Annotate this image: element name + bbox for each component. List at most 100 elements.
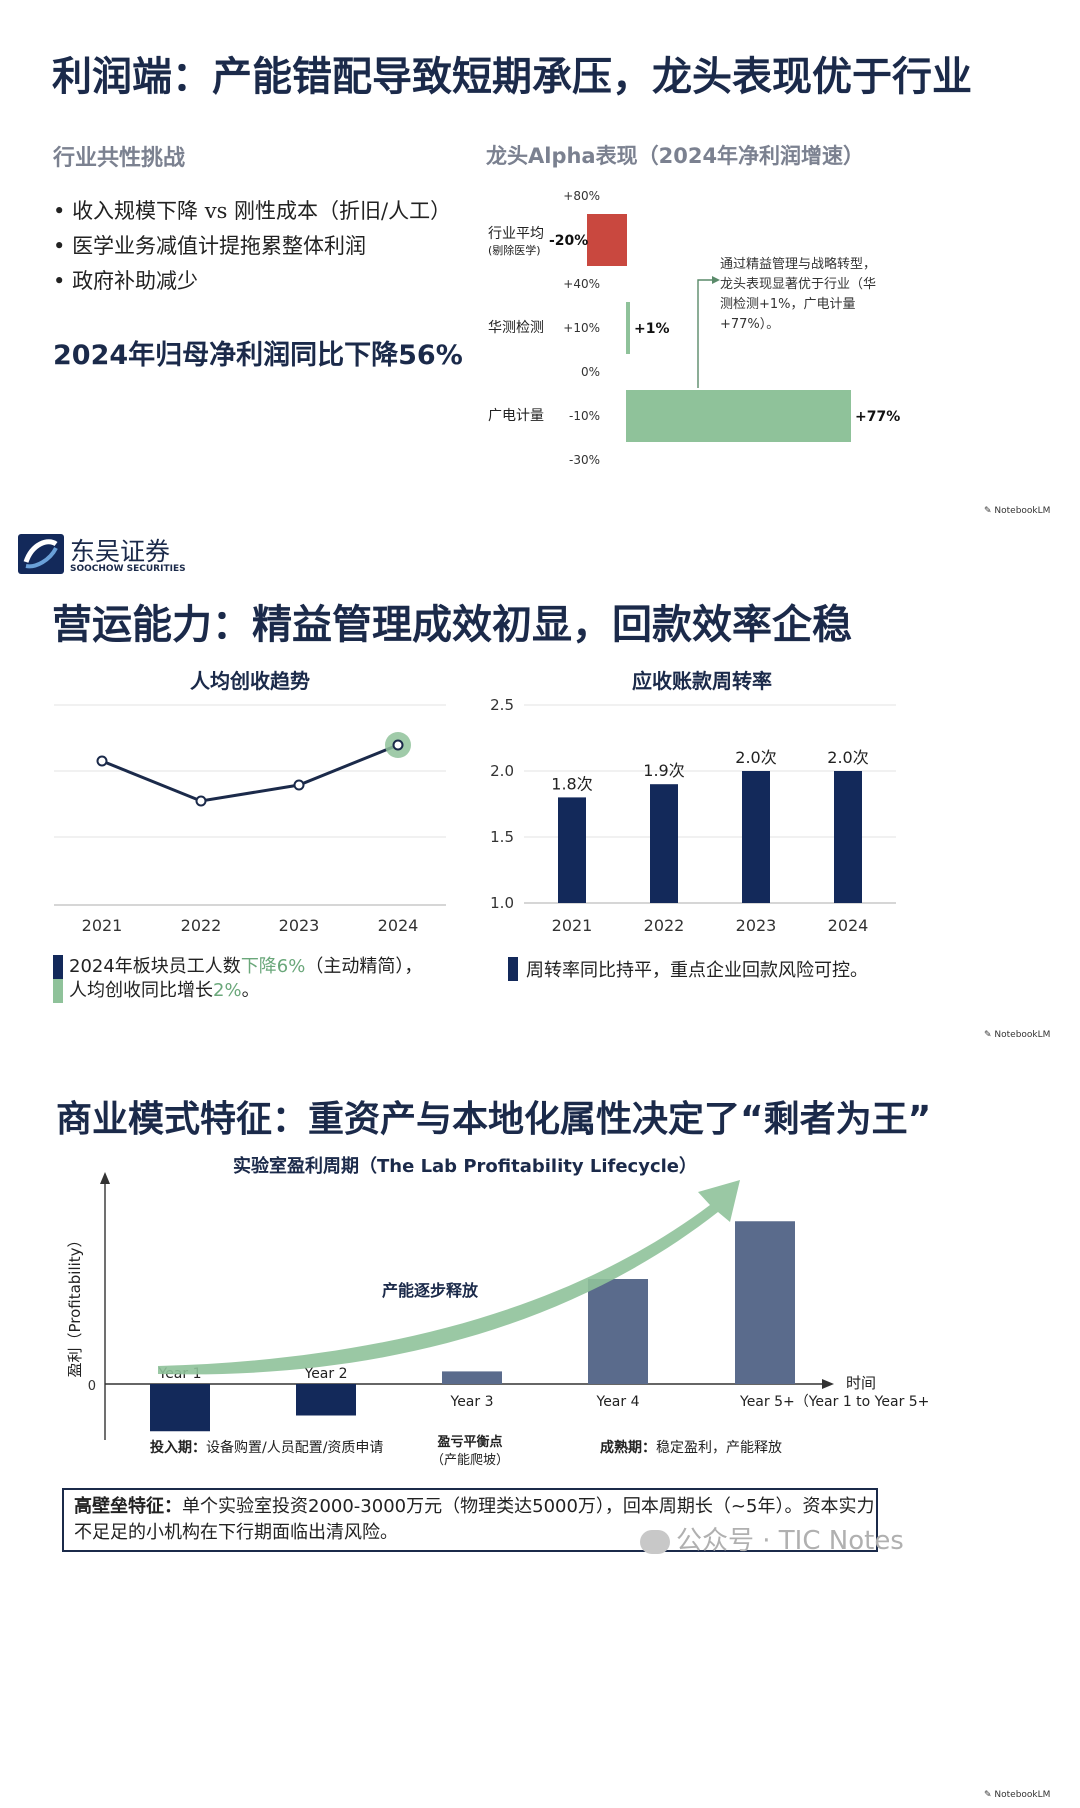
- tick-label: +80%: [563, 189, 600, 203]
- data-point: [195, 795, 207, 807]
- series-line: [101, 743, 399, 803]
- y-tick-label: 2.0: [490, 762, 514, 780]
- notebooklm-badge: ✎ NotebookLM: [984, 1030, 1051, 1040]
- lifecycle-bar: [296, 1384, 356, 1416]
- x-tick-label: 2021: [552, 916, 593, 935]
- callout-text-2: 不足足的小机构在下行期面临出清风险。: [74, 1522, 398, 1543]
- phase-1-label: 投入期：设备购置/人员配置/资质申请: [150, 1439, 383, 1456]
- bullet-1: • 收入规模下降 vs 刚性成本（折旧/人工）: [53, 199, 452, 223]
- tick-label: -30%: [569, 453, 600, 467]
- alpha-bar: [587, 214, 627, 266]
- lifecycle-category-label: Year 2: [304, 1366, 348, 1382]
- lifecycle-chart: 实验室盈利周期（The Lab Profitability Lifecycle）…: [66, 1155, 930, 1468]
- bullet-1-text: 收入规模下降 vs 刚性成本（折旧/人工）: [72, 199, 452, 223]
- turnover-bar: [834, 771, 862, 903]
- brand-name-cn: 东吴证券: [70, 537, 171, 566]
- alpha-category-label: 行业平均: [488, 226, 544, 242]
- line-chart-marks: [96, 732, 411, 807]
- revenue-per-capita-title: 人均创收趋势: [190, 669, 310, 693]
- watermark-text: 公众号 · TIC Notes: [676, 1526, 904, 1556]
- lifecycle-category-label: Year 4: [596, 1394, 640, 1410]
- legend-highlight: 下降6%: [240, 956, 306, 977]
- alpha-category-sublabel: (剔除医学): [488, 243, 541, 257]
- turnover-bar: [558, 797, 586, 903]
- legend-text: （主动精简），: [305, 956, 423, 977]
- legend-text: 。: [241, 980, 260, 1001]
- tick-label: +40%: [563, 277, 600, 291]
- x-tick-label: 2021: [82, 916, 123, 935]
- notebooklm-badge: ✎ NotebookLM: [984, 506, 1051, 516]
- legend-line-2: 人均创收同比增长2%。: [69, 979, 422, 1003]
- annotation-line: 龙头表现显著优于行业（华: [720, 277, 876, 292]
- x-tick-label: 2022: [181, 916, 222, 935]
- phase-3-label: 成熟期：稳定盈利，产能释放: [600, 1439, 782, 1456]
- bullet-3: • 政府补助减少: [53, 269, 199, 293]
- profit-decline-stat: 2024年归母净利润同比下降56%: [53, 340, 463, 371]
- data-point: [96, 755, 108, 767]
- annotation-arrow: [697, 279, 712, 388]
- lifecycle-category-label: Year 5+（Year 1 to Year 5+）: [739, 1394, 930, 1410]
- legend-swatch-green: [53, 979, 63, 1003]
- x-axis-arrow: [822, 1379, 834, 1389]
- y-tick-label: 2.5: [490, 696, 514, 714]
- notebooklm-badge: ✎ NotebookLM: [984, 1790, 1051, 1800]
- alpha-heading: 龙头Alpha表现（2024年净利润增速）: [486, 144, 865, 168]
- phase-2-label: 盈亏平衡点: [436, 1434, 502, 1450]
- y-tick-label: 1.0: [490, 894, 514, 912]
- alpha-value-label: -20%: [549, 233, 588, 249]
- notebooklm-text: NotebookLM: [994, 506, 1051, 516]
- alpha-chart: +80% +40% +10% 0% -10% -30% 行业平均 (剔除医学) …: [488, 189, 900, 467]
- lifecycle-bar: [150, 1384, 210, 1432]
- slide2-title: 营运能力：精益管理成效初显，回款效率企稳: [52, 602, 852, 648]
- lifecycle-title: 实验室盈利周期（The Lab Profitability Lifecycle）: [233, 1155, 697, 1177]
- lifecycle-category-label: Year 3: [450, 1394, 494, 1410]
- tick-label: +10%: [563, 321, 600, 335]
- soochow-logo-icon: [18, 534, 64, 574]
- x-tick-label: 2022: [644, 916, 685, 935]
- tick-label: 0%: [581, 365, 600, 379]
- legend-swatch-navy: [508, 957, 518, 981]
- alpha-bar: [626, 390, 851, 442]
- phase-2-desc: （产能爬坡）: [431, 1453, 509, 1468]
- annotation-line: 测检测+1%，广电计量: [720, 297, 856, 312]
- y-axis-label: 盈利（Profitability）: [66, 1232, 84, 1377]
- turnover-value-label: 1.9次: [643, 761, 684, 780]
- bullet-2: • 医学业务减值计提拖累整体利润: [53, 234, 367, 258]
- notebooklm-text: NotebookLM: [994, 1790, 1051, 1800]
- alpha-category-label: 广电计量: [488, 408, 544, 424]
- left-legend: 2024年板块员工人数下降6%（主动精简）， 人均创收同比增长2%。: [53, 955, 422, 1003]
- x-tick-label: 2024: [828, 916, 869, 935]
- high-barrier-callout: 高壁垒特征：单个实验室投资2000-3000万元（物理类达5000万），回本周期…: [62, 1488, 878, 1552]
- x-tick-label: 2023: [736, 916, 777, 935]
- tick-label: -10%: [569, 409, 600, 423]
- legend-line-1: 2024年板块员工人数下降6%（主动精简），: [69, 955, 422, 979]
- alpha-bar: [626, 302, 630, 354]
- right-legend: 周转率同比持平，重点企业回款风险可控。: [508, 956, 868, 982]
- industry-challenges-heading: 行业共性挑战: [53, 146, 186, 171]
- wechat-icon: [640, 1529, 670, 1554]
- receivable-turnover-title: 应收账款周转率: [632, 669, 772, 693]
- x-tick-label: 2023: [279, 916, 320, 935]
- receivable-turnover-chart: 2.5 2.0 1.5 1.0 1.8次 1.9次 2.0次 2.0次 2021 20…: [490, 696, 896, 935]
- lifecycle-bar: [588, 1279, 648, 1384]
- annotation-arrow-head: [712, 276, 720, 284]
- arrow-label: 产能逐步释放: [382, 1281, 479, 1300]
- turnover-bars: 1.8次 1.9次 2.0次 2.0次: [551, 748, 869, 903]
- notebooklm-text: NotebookLM: [994, 1030, 1051, 1040]
- brand-name-en: SOOCHOW SECURITIES: [70, 564, 186, 574]
- turnover-value-label: 2.0次: [827, 748, 868, 767]
- legend-swatch-navy: [53, 955, 63, 979]
- legend-text: 周转率同比持平，重点企业回款风险可控。: [526, 960, 868, 981]
- alpha-bars: -20% +1% +77%: [549, 214, 900, 442]
- turnover-bar: [742, 771, 770, 903]
- turnover-value-label: 1.8次: [551, 774, 592, 793]
- slide3-title: 商业模式特征：重资产与本地化属性决定了“剩者为王”: [56, 1099, 932, 1140]
- y-tick-label: 1.5: [490, 828, 514, 846]
- lifecycle-bar: [442, 1371, 502, 1384]
- zero-label: 0: [88, 1379, 96, 1394]
- turnover-bar: [650, 784, 678, 903]
- data-point: [293, 779, 305, 791]
- bullet-2-text: 医学业务减值计提拖累整体利润: [72, 234, 367, 258]
- revenue-per-capita-chart: 2021 2022 2023 2024: [54, 704, 446, 935]
